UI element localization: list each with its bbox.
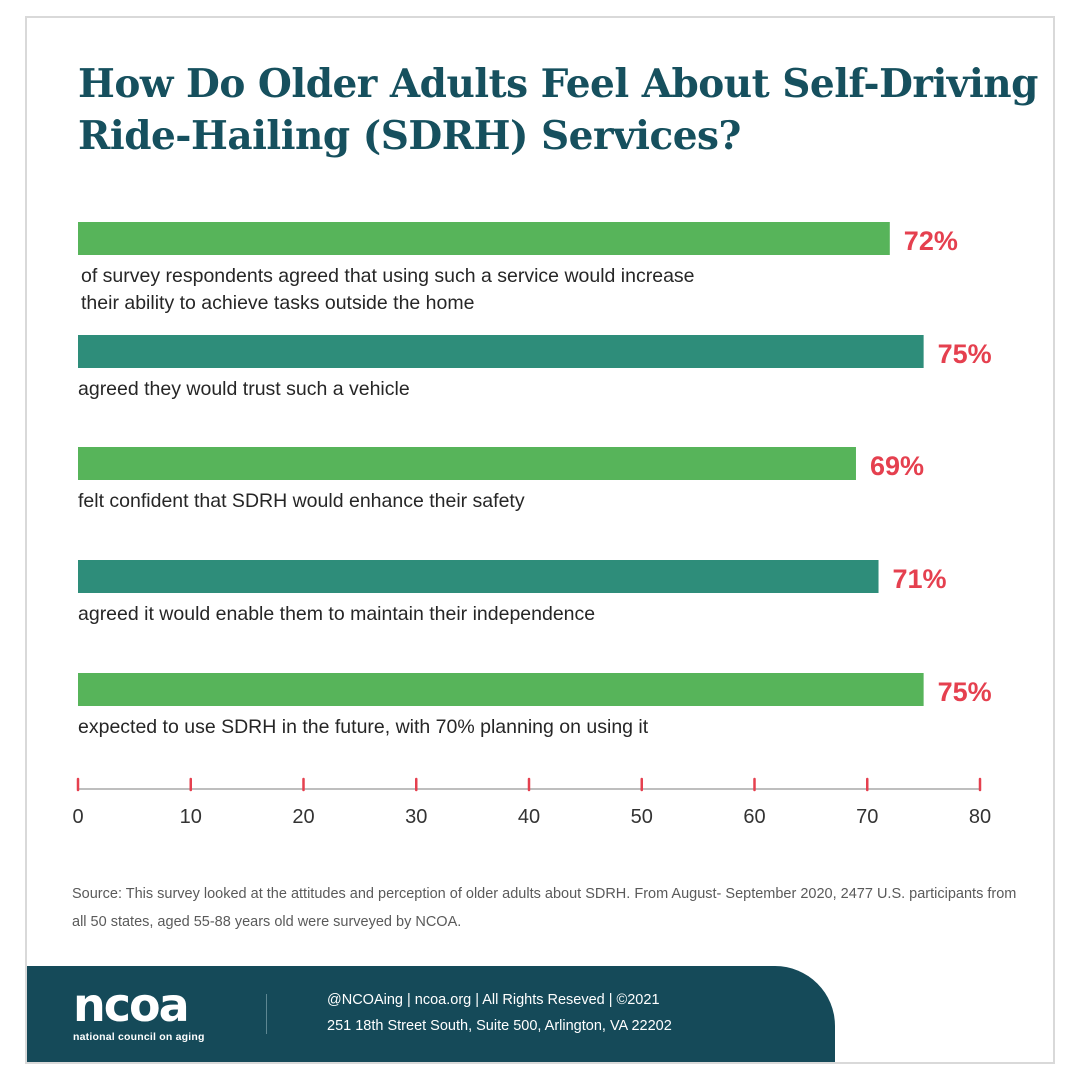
- x-tick-label-40: 40: [518, 806, 540, 828]
- x-tick-label-0: 0: [72, 806, 83, 828]
- bar-3: [78, 447, 856, 480]
- bar-description-4-line-1: agreed it would enable them to maintain …: [78, 603, 595, 625]
- bar-1: [78, 222, 890, 255]
- bar-value-label-5: 75%: [938, 677, 992, 707]
- footer-address-line: 251 18th Street South, Suite 500, Arling…: [327, 1018, 672, 1034]
- footer-divider: [266, 994, 267, 1034]
- footer-contact-line: @NCOAing | ncoa.org | All Rights Reseved…: [327, 992, 660, 1008]
- bar-chart: 72% of survey respondents agreed that usi…: [72, 222, 992, 828]
- bar-value-label-4: 71%: [893, 564, 947, 594]
- card-border: [25, 16, 1055, 1064]
- bar-description-2-line-1: agreed they would trust such a vehicle: [78, 378, 410, 400]
- x-tick-label-10: 10: [180, 806, 202, 828]
- bar-value-label-2: 75%: [938, 339, 992, 369]
- bar-description-5-line-1: expected to use SDRH in the future, with…: [78, 716, 649, 738]
- bar-value-label-1: 72%: [904, 226, 958, 256]
- bar-description-1-line-2: their ability to achieve tasks outside t…: [81, 292, 474, 314]
- ncoa-logo: ncoa national council on aging: [73, 978, 205, 1043]
- bar-4: [78, 560, 879, 593]
- x-tick-label-80: 80: [969, 806, 991, 828]
- title-line-1: How Do Older Adults Feel About Self-Driv…: [78, 61, 1038, 107]
- x-tick-label-60: 60: [743, 806, 765, 828]
- bar-5: [78, 673, 924, 706]
- page-title: How Do Older Adults Feel About Self-Driv…: [78, 58, 1038, 162]
- title-line-2: Ride-Hailing (SDRH) Services?: [78, 113, 741, 159]
- bar-2: [78, 335, 924, 368]
- bar-description-3-line-1: felt confident that SDRH would enhance t…: [78, 490, 525, 512]
- x-tick-label-70: 70: [856, 806, 878, 828]
- x-tick-label-30: 30: [405, 806, 427, 828]
- x-tick-label-50: 50: [631, 806, 653, 828]
- x-tick-label-20: 20: [292, 806, 314, 828]
- logo-wordmark: ncoa: [73, 978, 190, 1032]
- source-note: Source: This survey looked at the attitu…: [72, 886, 1017, 930]
- logo-tagline: national council on aging: [73, 1031, 205, 1043]
- bar-value-label-3: 69%: [870, 451, 924, 481]
- bar-description-1-line-1: of survey respondents agreed that using …: [81, 265, 695, 287]
- footer-banner: ncoa national council on aging @NCOAing …: [27, 966, 835, 1062]
